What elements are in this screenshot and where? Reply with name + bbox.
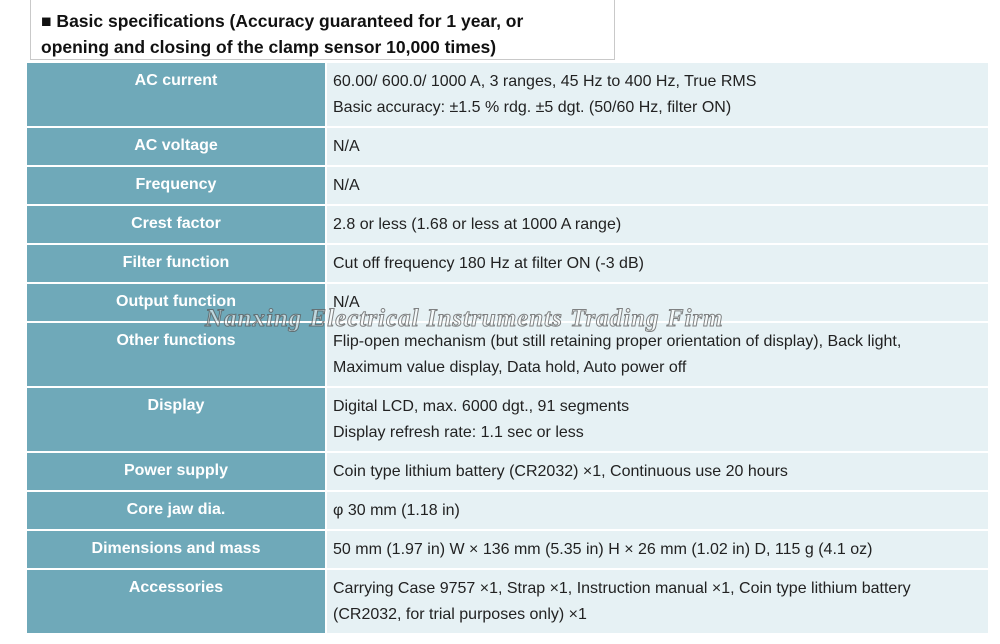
row-label: Accessories	[27, 570, 327, 633]
value-line: Basic accuracy: ±1.5 % rdg. ±5 dgt. (50/…	[333, 99, 732, 116]
table-row: Dimensions and mass 50 mm (1.97 in) W × 1…	[27, 531, 988, 570]
row-value: Digital LCD, max. 6000 dgt., 91 segments…	[327, 388, 988, 451]
row-value: 60.00/ 600.0/ 1000 A, 3 ranges, 45 Hz to…	[327, 63, 988, 126]
value-line: 60.00/ 600.0/ 1000 A, 3 ranges, 45 Hz to…	[333, 73, 757, 90]
table-row: Display Digital LCD, max. 6000 dgt., 91 s…	[27, 388, 988, 453]
value-line: Carrying Case 9757 ×1, Strap ×1, Instruc…	[333, 580, 911, 597]
title-line: opening and closing of the clamp sensor …	[41, 37, 497, 57]
row-value: Flip-open mechanism (but still retaining…	[327, 323, 988, 386]
row-value: Cut off frequency 180 Hz at filter ON (-…	[327, 245, 988, 282]
value-line: N/A	[333, 138, 360, 155]
table-row: Core jaw dia. φ 30 mm (1.18 in)	[27, 492, 988, 531]
row-value: N/A	[327, 167, 988, 204]
row-label: Other functions	[27, 323, 327, 386]
value-line: 50 mm (1.97 in) W × 136 mm (5.35 in) H ×…	[333, 541, 873, 558]
table-row: Power supply Coin type lithium battery (C…	[27, 453, 988, 492]
value-line: N/A	[333, 294, 360, 311]
table-row: Frequency N/A	[27, 167, 988, 206]
row-value: Carrying Case 9757 ×1, Strap ×1, Instruc…	[327, 570, 988, 633]
table-row: AC current 60.00/ 600.0/ 1000 A, 3 ranges…	[27, 63, 988, 128]
value-line: Cut off frequency 180 Hz at filter ON (-…	[333, 255, 644, 272]
value-line: 2.8 or less (1.68 or less at 1000 A rang…	[333, 216, 622, 233]
table-row: Other functions Flip-open mechanism (but …	[27, 323, 988, 388]
row-value: 50 mm (1.97 in) W × 136 mm (5.35 in) H ×…	[327, 531, 988, 568]
value-line: Digital LCD, max. 6000 dgt., 91 segments	[333, 398, 630, 415]
row-value: Coin type lithium battery (CR2032) ×1, C…	[327, 453, 988, 490]
row-label: AC current	[27, 63, 327, 126]
row-label: Display	[27, 388, 327, 451]
value-line: Coin type lithium battery (CR2032) ×1, C…	[333, 463, 788, 480]
row-label: Frequency	[27, 167, 327, 204]
table-row: AC voltage N/A	[27, 128, 988, 167]
table-row: Output function N/A	[27, 284, 988, 323]
row-value: N/A	[327, 128, 988, 165]
value-line: Flip-open mechanism (but still retaining…	[333, 333, 902, 350]
watermark: Nanxing Electrical Instruments Trading F…	[205, 305, 724, 333]
title-line: ■ Basic specifications (Accuracy guarant…	[41, 11, 524, 31]
table-row: Crest factor 2.8 or less (1.68 or less at…	[27, 206, 988, 245]
row-label: Output function	[27, 284, 327, 321]
row-label: AC voltage	[27, 128, 327, 165]
row-label: Core jaw dia.	[27, 492, 327, 529]
value-line: Maximum value display, Data hold, Auto p…	[333, 359, 687, 376]
header: ■ Basic specifications (Accuracy guarant…	[30, 0, 615, 60]
row-value: φ 30 mm (1.18 in)	[327, 492, 988, 529]
row-label: Filter function	[27, 245, 327, 282]
value-line: N/A	[333, 177, 360, 194]
spec-table: AC current 60.00/ 600.0/ 1000 A, 3 ranges…	[27, 63, 988, 635]
table-row: Filter function Cut off frequency 180 Hz …	[27, 245, 988, 284]
row-label: Power supply	[27, 453, 327, 490]
value-line: (CR2032, for trial purposes only) ×1	[333, 606, 587, 623]
row-value: N/A	[327, 284, 988, 321]
value-line: Display refresh rate: 1.1 sec or less	[333, 424, 584, 441]
table-row: Accessories Carrying Case 9757 ×1, Strap …	[27, 570, 988, 635]
value-line: φ 30 mm (1.18 in)	[333, 502, 460, 519]
row-label: Dimensions and mass	[27, 531, 327, 568]
row-value: 2.8 or less (1.68 or less at 1000 A rang…	[327, 206, 988, 243]
row-label: Crest factor	[27, 206, 327, 243]
